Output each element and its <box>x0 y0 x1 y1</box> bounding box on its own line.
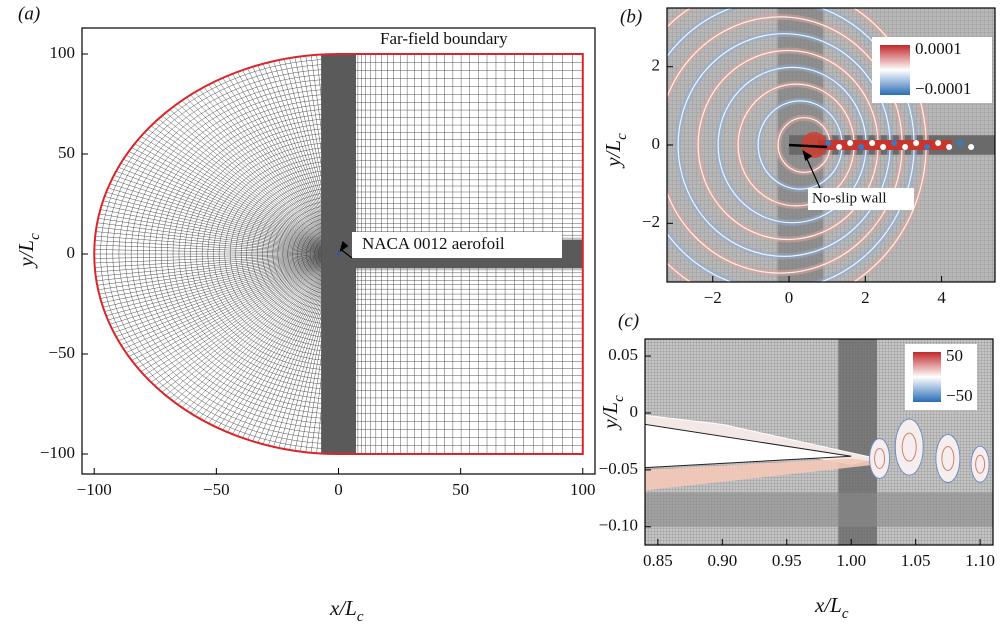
x-tick-label: 0.95 <box>772 551 802 570</box>
colorbar-label: −0.0001 <box>915 79 971 98</box>
annotation: Far-field boundary <box>380 29 508 48</box>
wake-spot <box>913 140 920 146</box>
x-tick-label: −100 <box>77 480 112 499</box>
y-tick-label: 2 <box>652 56 661 75</box>
colorbar-label: −50 <box>946 386 973 405</box>
x-tick-label: 50 <box>452 480 469 499</box>
y-tick-label: 0.05 <box>608 345 638 364</box>
x-tick-label: −2 <box>704 288 722 307</box>
wake-spot <box>957 140 964 146</box>
wake-spot <box>880 144 887 150</box>
vortex <box>894 418 924 476</box>
wake-spot <box>902 144 909 150</box>
y-tick-label: 50 <box>58 143 75 162</box>
y-tick-label: −100 <box>40 443 75 462</box>
y-tick-label: 100 <box>50 43 76 62</box>
y-axis-label: y/Lc <box>14 233 44 269</box>
x-tick-label: 4 <box>937 288 946 307</box>
dense-band <box>645 492 993 527</box>
wake-spot <box>891 140 898 146</box>
x-tick-label: 0.90 <box>707 551 737 570</box>
wake-spot <box>836 144 843 150</box>
wake-lower <box>645 458 890 491</box>
wake-spot <box>858 144 865 150</box>
colorbar <box>880 45 910 95</box>
vortex <box>869 438 891 480</box>
aerofoil <box>337 252 340 256</box>
wake-spot <box>946 144 953 150</box>
panel: Far-field boundary NACA 0012 aerofoil −100… <box>14 3 596 625</box>
colorbar-label: 50 <box>946 346 963 365</box>
colorbar <box>913 352 941 402</box>
wake-spot <box>825 140 832 146</box>
y-tick-label: 0 <box>67 243 76 262</box>
x-axis-label-sub: c <box>842 606 849 622</box>
far-field-boundary <box>93 53 584 455</box>
wake-spot <box>869 140 876 146</box>
wake-spot <box>924 144 931 150</box>
annotation: No-slip wall <box>812 190 887 206</box>
y-tick-label: −2 <box>642 212 660 231</box>
panel-label: (a) <box>18 3 40 24</box>
vortex-core <box>874 448 886 470</box>
panel-label: (c) <box>618 310 639 331</box>
annotation: NACA 0012 aerofoil <box>362 234 505 253</box>
x-axis-label-sub: c <box>357 609 364 625</box>
y-axis-label: y/Lc <box>598 395 628 431</box>
y-tick-label: −0.05 <box>599 459 638 478</box>
wake-spot <box>847 140 854 146</box>
aerofoil <box>788 143 828 149</box>
x-tick-label: 1.00 <box>836 551 866 570</box>
vortex <box>970 445 990 483</box>
vortex <box>935 434 961 484</box>
y-axis-label-sub: c <box>614 133 630 140</box>
annotation-box <box>808 188 914 210</box>
y-axis-label-sub: c <box>27 233 43 240</box>
x-axis-label: x/Lc <box>329 596 364 626</box>
panel-label: (b) <box>620 6 642 27</box>
colorbar-label: 0.0001 <box>915 39 962 58</box>
x-tick-label: 0 <box>785 288 794 307</box>
wake-spot <box>968 144 975 150</box>
x-tick-label: 0 <box>334 480 343 499</box>
x-tick-label: 0.85 <box>643 551 673 570</box>
wake-spot <box>935 140 942 146</box>
x-tick-label: 100 <box>570 480 596 499</box>
x-axis-label: x/Lc <box>814 593 849 623</box>
y-tick-label: −50 <box>48 343 75 362</box>
vortex <box>801 132 828 158</box>
y-axis-label-sub: c <box>611 395 627 402</box>
y-axis-label: y/Lc <box>601 133 631 169</box>
arrow-head <box>802 150 813 161</box>
aerofoil <box>645 423 852 469</box>
y-tick-label: −0.10 <box>599 516 638 535</box>
x-tick-label: −50 <box>203 480 230 499</box>
y-tick-label: 0 <box>652 134 661 153</box>
panel: No-slip wall 0.0001 −0.0001 −2 0 2 4 −2 0 2 (b) y/L… <box>601 6 996 307</box>
annotation-box <box>352 232 562 258</box>
y-tick-label: 0 <box>630 402 639 421</box>
vortex-core <box>901 432 917 462</box>
arrow <box>341 249 353 259</box>
x-tick-label: 1.05 <box>901 551 931 570</box>
vortex-core <box>941 446 955 472</box>
field <box>645 339 993 545</box>
vortex-core <box>975 454 986 474</box>
x-tick-label: 1.10 <box>965 551 995 570</box>
plot-frame <box>644 338 994 546</box>
panel: 50 −50 0.85 0.90 0.95 1.00 1.05 1.10 0.05 0 −0.05 −… <box>598 310 995 622</box>
arrow-head <box>339 241 349 252</box>
x-tick-label: 2 <box>861 288 870 307</box>
